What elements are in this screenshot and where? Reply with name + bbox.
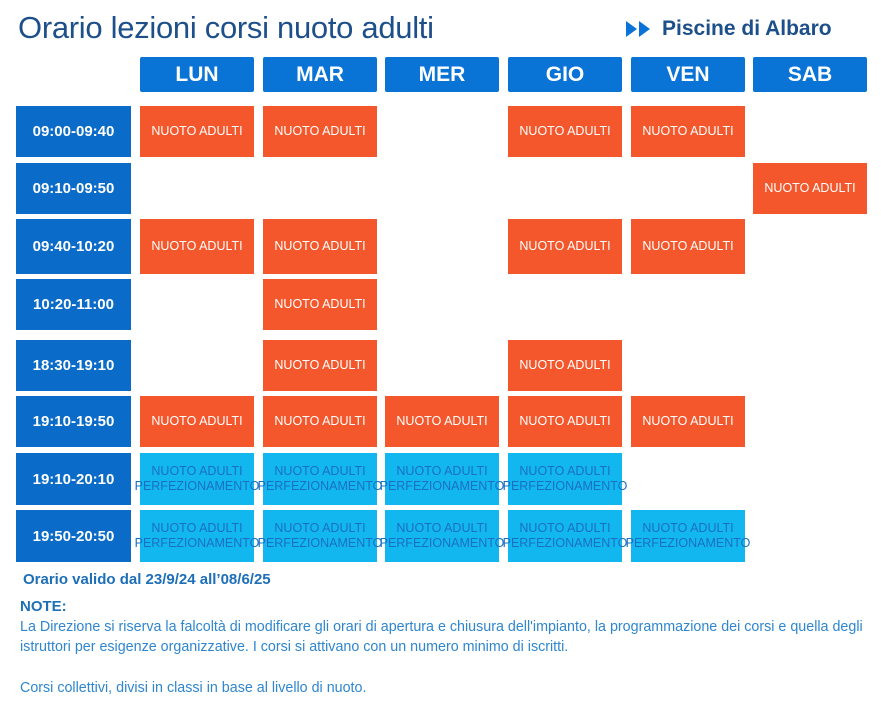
- class-cell-perfezionamento: NUOTO ADULTI PERFEZIONAMENTO: [258, 510, 382, 562]
- class-label: NUOTO ADULTI: [274, 297, 366, 311]
- class-label: NUOTO ADULTI: [519, 124, 611, 138]
- class-label: NUOTO ADULTI: [151, 124, 243, 138]
- day-header-lun: LUN: [140, 57, 254, 92]
- class-sublabel: PERFEZIONAMENTO: [625, 536, 751, 550]
- class-cell-perfezionamento: NUOTO ADULTI PERFEZIONAMENTO: [503, 510, 627, 562]
- day-header-gio: GIO: [508, 57, 622, 92]
- class-cell-adulti: NUOTO ADULTI: [508, 219, 622, 274]
- time-slot: 19:50-20:50: [16, 510, 131, 562]
- class-label: NUOTO ADULTI: [274, 521, 366, 535]
- time-slot: 09:10-09:50: [16, 163, 131, 214]
- double-arrow-icon: [626, 21, 652, 37]
- class-cell-adulti: NUOTO ADULTI: [263, 340, 377, 391]
- class-sublabel: PERFEZIONAMENTO: [134, 479, 260, 493]
- class-label: NUOTO ADULTI: [642, 124, 734, 138]
- day-header-ven: VEN: [631, 57, 745, 92]
- class-cell-perfezionamento: NUOTO ADULTI PERFEZIONAMENTO: [135, 510, 259, 562]
- time-slot: 10:20-11:00: [16, 279, 131, 330]
- class-cell-adulti: NUOTO ADULTI: [631, 219, 745, 274]
- brand: Piscine di Albaro: [626, 17, 832, 41]
- notes-paragraph-2: Corsi collettivi, divisi in classi in ba…: [20, 680, 367, 696]
- page-title: Orario lezioni corsi nuoto adulti: [18, 10, 434, 45]
- class-cell-adulti: NUOTO ADULTI: [263, 219, 377, 274]
- class-cell-adulti: NUOTO ADULTI: [263, 396, 377, 447]
- time-slot: 19:10-19:50: [16, 396, 131, 447]
- class-label: NUOTO ADULTI: [274, 464, 366, 478]
- brand-name: Piscine di Albaro: [662, 17, 832, 40]
- notes-paragraph-1: La Direzione si riserva la falcoltà di m…: [20, 619, 863, 655]
- class-label: NUOTO ADULTI: [396, 464, 488, 478]
- time-slot: 09:40-10:20: [16, 219, 131, 274]
- class-label: NUOTO ADULTI: [274, 124, 366, 138]
- day-header-mer: MER: [385, 57, 499, 92]
- class-label: NUOTO ADULTI: [396, 521, 488, 535]
- class-label: NUOTO ADULTI: [519, 521, 611, 535]
- class-cell-adulti: NUOTO ADULTI: [385, 396, 499, 447]
- class-cell-adulti: NUOTO ADULTI: [508, 396, 622, 447]
- class-label: NUOTO ADULTI: [151, 521, 243, 535]
- time-slot: 19:10-20:10: [16, 453, 131, 505]
- class-label: NUOTO ADULTI: [151, 414, 243, 428]
- class-sublabel: PERFEZIONAMENTO: [257, 536, 383, 550]
- class-sublabel: PERFEZIONAMENTO: [502, 479, 628, 493]
- class-label: NUOTO ADULTI: [274, 358, 366, 372]
- class-label: NUOTO ADULTI: [642, 239, 734, 253]
- class-cell-adulti: NUOTO ADULTI: [631, 396, 745, 447]
- class-sublabel: PERFEZIONAMENTO: [134, 536, 260, 550]
- notes-heading: NOTE:: [20, 598, 67, 615]
- time-slot: 18:30-19:10: [16, 340, 131, 391]
- time-slot: 09:00-09:40: [16, 106, 131, 157]
- class-cell-adulti: NUOTO ADULTI: [508, 106, 622, 157]
- class-cell-perfezionamento: NUOTO ADULTI PERFEZIONAMENTO: [380, 510, 504, 562]
- class-cell-perfezionamento: NUOTO ADULTI PERFEZIONAMENTO: [258, 453, 382, 505]
- class-sublabel: PERFEZIONAMENTO: [257, 479, 383, 493]
- class-label: NUOTO ADULTI: [151, 464, 243, 478]
- class-label: NUOTO ADULTI: [151, 239, 243, 253]
- validity-text: Orario valido dal 23/9/24 all’08/6/25: [23, 571, 271, 588]
- class-cell-adulti: NUOTO ADULTI: [140, 396, 254, 447]
- class-cell-perfezionamento: NUOTO ADULTI PERFEZIONAMENTO: [503, 453, 627, 505]
- class-label: NUOTO ADULTI: [519, 239, 611, 253]
- class-label: NUOTO ADULTI: [642, 414, 734, 428]
- class-cell-adulti: NUOTO ADULTI: [508, 340, 622, 391]
- class-cell-adulti: NUOTO ADULTI: [263, 106, 377, 157]
- class-label: NUOTO ADULTI: [274, 239, 366, 253]
- class-cell-perfezionamento: NUOTO ADULTI PERFEZIONAMENTO: [626, 510, 750, 562]
- class-cell-adulti: NUOTO ADULTI: [631, 106, 745, 157]
- class-label: NUOTO ADULTI: [519, 414, 611, 428]
- class-label: NUOTO ADULTI: [396, 414, 488, 428]
- day-header-sab: SAB: [753, 57, 867, 92]
- class-cell-adulti: NUOTO ADULTI: [140, 219, 254, 274]
- class-label: NUOTO ADULTI: [274, 414, 366, 428]
- class-label: NUOTO ADULTI: [519, 464, 611, 478]
- class-label: NUOTO ADULTI: [519, 358, 611, 372]
- class-cell-perfezionamento: NUOTO ADULTI PERFEZIONAMENTO: [380, 453, 504, 505]
- class-sublabel: PERFEZIONAMENTO: [502, 536, 628, 550]
- class-cell-adulti: NUOTO ADULTI: [140, 106, 254, 157]
- class-cell-adulti: NUOTO ADULTI: [753, 163, 867, 214]
- day-header-mar: MAR: [263, 57, 377, 92]
- class-sublabel: PERFEZIONAMENTO: [379, 479, 505, 493]
- class-label: NUOTO ADULTI: [764, 181, 856, 195]
- class-cell-adulti: NUOTO ADULTI: [263, 279, 377, 330]
- class-cell-perfezionamento: NUOTO ADULTI PERFEZIONAMENTO: [135, 453, 259, 505]
- class-label: NUOTO ADULTI: [642, 521, 734, 535]
- class-sublabel: PERFEZIONAMENTO: [379, 536, 505, 550]
